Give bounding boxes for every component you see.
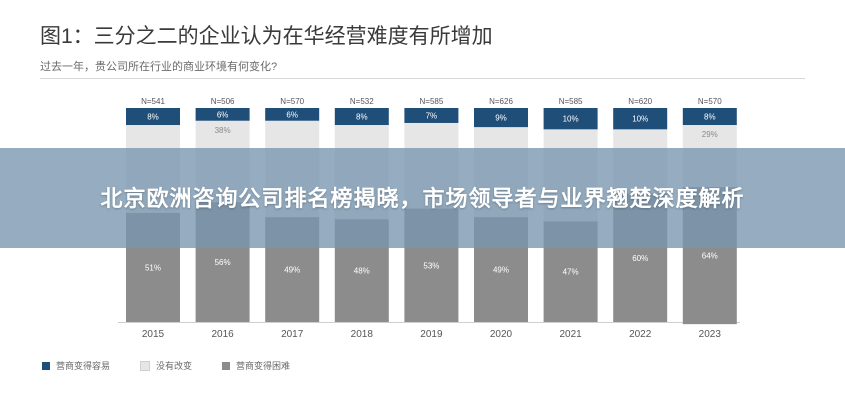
figure-title: 图1：三分之二的企业认为在华经营难度有所增加 — [40, 25, 493, 48]
title-divider — [40, 78, 805, 79]
bar-2018-series-0 — [334, 108, 389, 126]
bar-label-2018-series-0: 8% — [356, 113, 368, 122]
n-label-2021: N=585 — [559, 97, 583, 106]
x-tick-label-2017: 2017 — [281, 329, 304, 340]
bar-label-2023-series-1: 29% — [702, 130, 718, 139]
legend-swatch-2 — [222, 361, 231, 370]
x-tick-label-2021: 2021 — [559, 329, 582, 340]
headline-text: 北京欧洲咨询公司排名榜揭晓，市场领导者与业界翘楚深度解析 — [100, 185, 745, 211]
legend-label-2: 营商变得困难 — [236, 361, 291, 371]
legend-label-0: 营商变得容易 — [56, 361, 111, 371]
bar-label-2015-series-0: 8% — [147, 113, 159, 122]
x-tick-label-2015: 2015 — [142, 329, 165, 340]
n-label-2016: N=506 — [211, 97, 235, 106]
bar-2016-series-0 — [195, 108, 250, 121]
bar-label-2020-series-0: 9% — [495, 114, 507, 123]
n-label-2019: N=585 — [420, 97, 444, 106]
figure-subtitle: 过去一年，贵公司所在行业的商业环境有何变化? — [40, 61, 278, 73]
bar-label-2018-series-2: 48% — [354, 267, 370, 276]
bar-2022-series-0 — [613, 108, 668, 130]
legend-item-1: 没有改变 — [140, 359, 192, 372]
n-label-2017: N=570 — [280, 97, 304, 106]
legend-item-0: 营商变得容易 — [42, 359, 110, 372]
bar-label-2016-series-1: 38% — [215, 126, 231, 135]
bar-label-2022-series-0: 10% — [632, 115, 648, 124]
x-tick-label-2023: 2023 — [699, 329, 722, 340]
bar-label-2017-series-2: 49% — [284, 266, 300, 275]
x-tick-label-2018: 2018 — [351, 329, 374, 340]
n-label-2015: N=541 — [141, 97, 165, 106]
legend-swatch-0 — [42, 361, 50, 370]
legend-label-1: 没有改变 — [156, 361, 193, 371]
bar-label-2021-series-0: 10% — [563, 115, 579, 124]
bar-label-2019-series-0: 7% — [426, 111, 438, 120]
bar-2015-series-0 — [126, 108, 180, 126]
bar-2017-series-0 — [265, 108, 320, 121]
n-label-2023: N=570 — [698, 97, 722, 106]
bar-label-2017-series-0: 6% — [286, 110, 298, 119]
bar-label-2016-series-0: 6% — [217, 110, 229, 119]
legend-item-2: 营商变得困难 — [222, 359, 290, 372]
bar-label-2022-series-2: 60% — [632, 254, 648, 263]
n-label-2022: N=620 — [628, 97, 652, 106]
headline-banner: 北京欧洲咨询公司排名榜揭晓，市场领导者与业界翘楚深度解析 — [0, 148, 845, 248]
bar-2019-series-0 — [404, 108, 459, 123]
bar-label-2020-series-2: 49% — [493, 266, 509, 275]
chart-legend: 营商变得容易 没有改变 营商变得困难 — [42, 359, 320, 372]
legend-swatch-1 — [140, 360, 151, 371]
x-tick-label-2022: 2022 — [629, 329, 652, 340]
bar-2021-series-0 — [543, 108, 598, 130]
n-label-2018: N=532 — [350, 97, 374, 106]
bar-label-2019-series-2: 53% — [423, 261, 439, 270]
bar-label-2023-series-2: 64% — [702, 252, 718, 261]
x-tick-label-2016: 2016 — [211, 329, 234, 340]
n-label-2020: N=626 — [489, 97, 513, 106]
bar-2023-series-0 — [682, 108, 737, 126]
bar-label-2021-series-2: 47% — [563, 268, 579, 277]
x-tick-label-2019: 2019 — [420, 329, 443, 340]
bar-2020-series-0 — [474, 108, 528, 128]
bar-label-2023-series-0: 8% — [704, 113, 716, 122]
bar-label-2016-series-2: 56% — [215, 258, 231, 267]
bar-label-2015-series-2: 51% — [145, 263, 161, 272]
x-tick-label-2020: 2020 — [490, 329, 513, 340]
